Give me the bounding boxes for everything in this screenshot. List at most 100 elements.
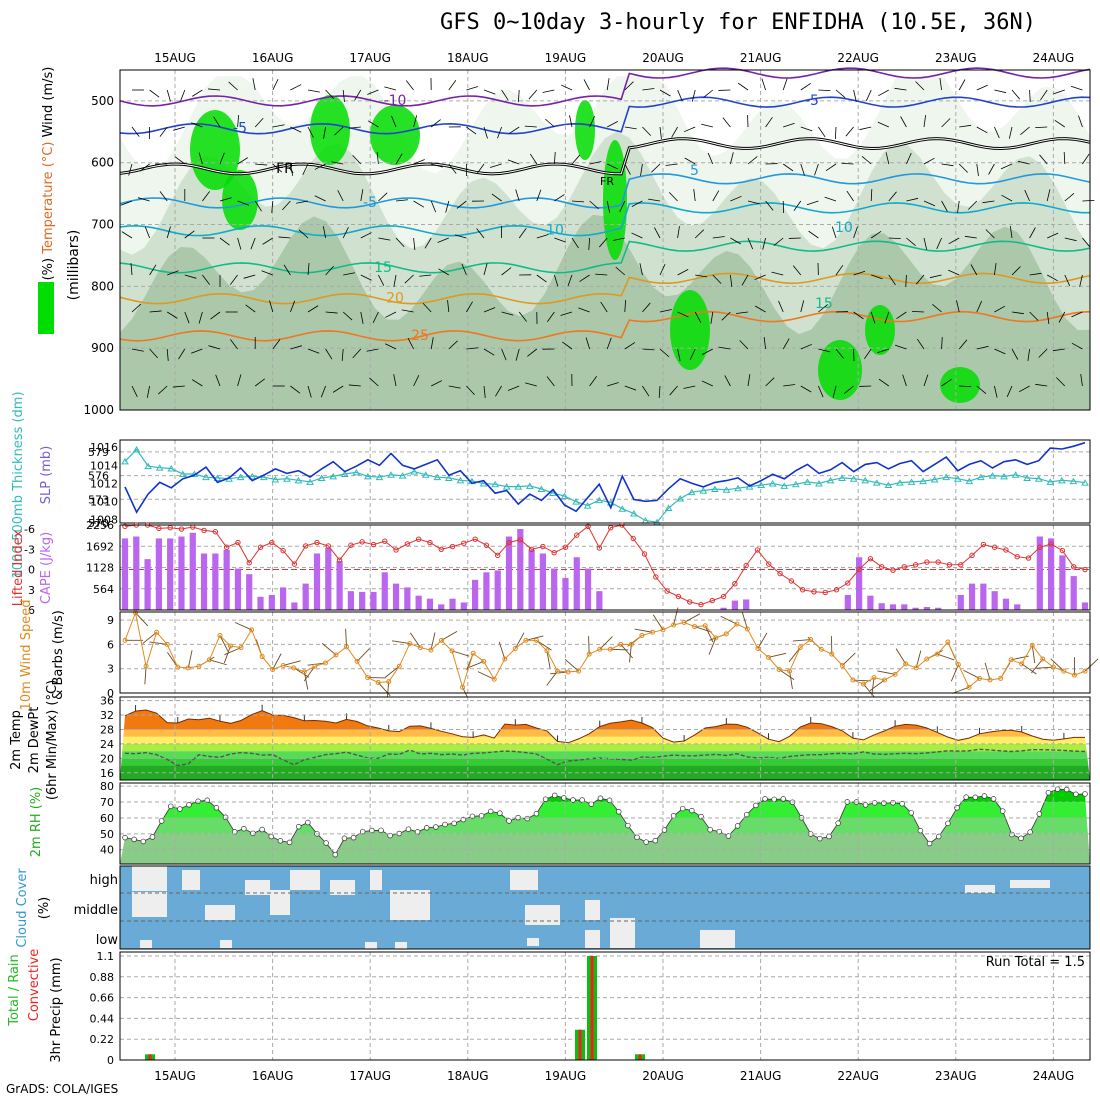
wind-barb	[237, 115, 240, 128]
wind-barb	[754, 274, 766, 281]
wind-barb	[911, 310, 925, 313]
wind-barb	[131, 385, 138, 397]
li-tick-label: -6	[24, 523, 35, 536]
wind-barb	[722, 117, 731, 128]
wind-speed-point	[987, 677, 993, 683]
precip-ylabel: 3hr Precip (mm)	[49, 957, 64, 1062]
date-label-bottom: 18AUG	[447, 1069, 489, 1083]
wind-speed-point	[892, 671, 898, 677]
wind-barb	[466, 660, 484, 669]
wind-barb	[905, 274, 907, 288]
wind-barb	[1082, 153, 1090, 165]
lifted-index-point	[404, 541, 411, 547]
wind-barb	[290, 126, 302, 133]
precip-convective-bar	[578, 1029, 582, 1060]
cape-bar	[257, 596, 264, 610]
rh-point	[1054, 786, 1061, 792]
grads-credit: GrADS: COLA/IGES	[6, 1082, 119, 1096]
wind-barb	[659, 263, 666, 276]
wind-barb	[272, 653, 282, 670]
li-tick-label: 3	[28, 584, 35, 597]
wind-barb	[941, 336, 943, 350]
wind-barb	[950, 664, 959, 682]
rh-point	[213, 805, 220, 811]
wind-barb	[703, 89, 714, 98]
rh-point	[817, 835, 823, 842]
wind-barb	[642, 126, 652, 136]
rh-point	[177, 806, 183, 812]
rh-high-patch	[222, 170, 258, 230]
cape-bar	[426, 598, 434, 610]
temp-band	[120, 729, 1090, 737]
slp-tick-label: 1016	[90, 441, 118, 454]
lifted-index-point	[845, 580, 851, 586]
wind-barb	[1054, 119, 1066, 128]
thickness-point	[1023, 474, 1032, 481]
wind-barb	[352, 154, 362, 165]
wind-barb	[599, 237, 608, 248]
date-label-bottom: 15AUG	[154, 1069, 196, 1083]
cape-bar	[923, 606, 930, 610]
wind-barb	[447, 300, 450, 313]
li-tick-label: 6	[28, 604, 35, 617]
wind-barb	[354, 89, 362, 101]
wind-speed-point	[301, 669, 307, 675]
wind-speed-point	[417, 645, 423, 651]
wind-barb	[800, 343, 813, 350]
wind-barb	[456, 200, 467, 209]
wind-barb	[1035, 666, 1054, 669]
cape-bar	[404, 587, 411, 610]
wind-barb	[902, 374, 907, 387]
rh-point	[908, 810, 915, 816]
wind-barb	[988, 163, 995, 175]
wind-barb	[498, 641, 506, 660]
lifted-index-point	[890, 567, 896, 573]
rh-point	[753, 802, 759, 809]
lifted-index-point	[562, 544, 569, 550]
wind-barb	[818, 304, 828, 313]
thickness-point	[907, 478, 916, 485]
wind-barb	[1071, 311, 1083, 318]
wind-barb	[1011, 89, 1021, 100]
wind-tick-label: 9	[107, 614, 114, 627]
wind-barb	[215, 374, 221, 387]
lifted-index-point	[235, 539, 241, 546]
wind-barb	[1006, 385, 1013, 398]
cape-bar	[178, 536, 185, 610]
rh-point	[1045, 789, 1052, 796]
wind-tick-label: 6	[107, 638, 114, 651]
wind-barb	[844, 385, 854, 394]
thickness-tick-label: 573	[88, 493, 109, 506]
wind-barb	[877, 121, 889, 128]
lifted-index-point	[415, 536, 422, 542]
cape-bar	[234, 568, 242, 610]
wind-barb	[1082, 199, 1095, 202]
wind-barb	[545, 118, 555, 128]
wind-barb	[1046, 189, 1051, 202]
cape-tick-label: 1128	[86, 562, 114, 575]
lifted-index-point	[574, 532, 580, 538]
wind-barb	[1082, 237, 1091, 248]
rh-tick-label: 50	[100, 828, 114, 841]
wind-barb	[237, 200, 249, 206]
wind-speed-point	[449, 648, 455, 654]
wind-barb	[1050, 658, 1065, 672]
wind-barb	[525, 382, 537, 387]
rh-point	[533, 810, 540, 817]
wind-barb	[337, 190, 344, 202]
wind-barb	[1078, 115, 1083, 128]
rh-point	[881, 800, 887, 806]
lifted-index-point	[1082, 566, 1088, 573]
wind-barb	[303, 671, 309, 690]
wind-barb	[1017, 160, 1030, 165]
cape-bar	[1014, 604, 1021, 610]
wind-barb	[642, 348, 655, 351]
wind-barb	[1056, 377, 1066, 387]
wind-barb	[448, 340, 458, 350]
rh-point	[259, 826, 265, 833]
rh-point	[442, 821, 448, 828]
wind-barb	[497, 126, 502, 139]
wind-barb	[1000, 163, 1013, 170]
wind-barb	[701, 123, 713, 128]
wind-speed-point	[702, 623, 708, 629]
